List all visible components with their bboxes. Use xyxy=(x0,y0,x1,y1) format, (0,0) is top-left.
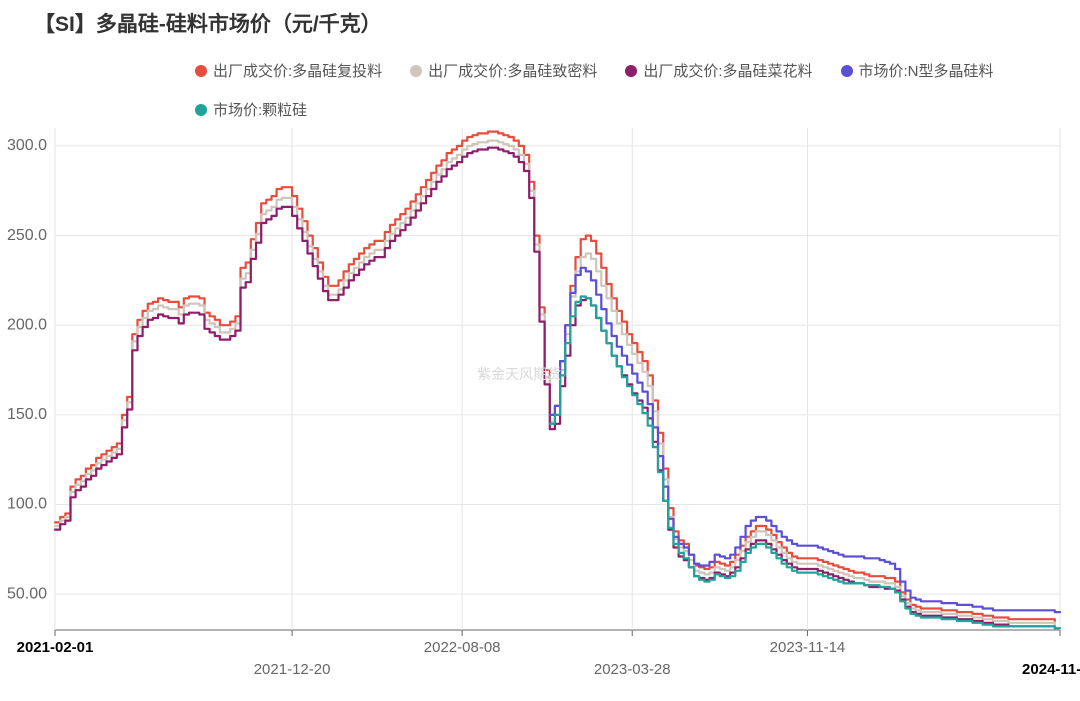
y-tick-label: 300.0 xyxy=(7,137,47,154)
legend-label: 出厂成交价:多晶硅复投料 xyxy=(213,60,382,81)
y-tick-label: 50.00 xyxy=(7,585,47,602)
legend-dot-icon xyxy=(841,65,853,77)
legend-label: 市场价:N型多晶硅料 xyxy=(859,60,994,81)
legend-label: 出厂成交价:多晶硅致密料 xyxy=(428,60,597,81)
legend-item[interactable]: 出厂成交价:多晶硅致密料 xyxy=(410,60,597,81)
series-line xyxy=(55,141,1055,625)
legend-dot-icon xyxy=(410,65,422,77)
legend-dot-icon xyxy=(625,65,637,77)
y-tick-label: 200.0 xyxy=(7,316,47,333)
legend-label: 出厂成交价:多晶硅菜花料 xyxy=(643,60,812,81)
legend-item[interactable]: 出厂成交价:多晶硅菜花料 xyxy=(625,60,812,81)
x-tick-label: 2023-11-14 xyxy=(770,639,846,656)
y-tick-label: 250.0 xyxy=(7,227,47,244)
series-line xyxy=(55,132,1055,621)
legend-dot-icon xyxy=(195,65,207,77)
series-line xyxy=(550,268,1060,612)
x-tick-label: 2021-12-20 xyxy=(254,661,331,678)
x-tick-label: 2022-08-08 xyxy=(424,639,501,656)
series-line xyxy=(550,297,1060,629)
chart-container: 【SI】多晶硅-硅料市场价（元/千克） 出厂成交价:多晶硅复投料出厂成交价:多晶… xyxy=(0,0,1080,701)
legend-label: 市场价:颗粒硅 xyxy=(213,99,307,120)
series-line xyxy=(55,148,1055,629)
x-tick-label: 2023-03-28 xyxy=(594,661,671,678)
legend-item[interactable]: 出厂成交价:多晶硅复投料 xyxy=(195,60,382,81)
x-tick-label: 2021-02-01 xyxy=(17,639,94,656)
legend-item[interactable]: 市场价:N型多晶硅料 xyxy=(841,60,994,81)
legend-item[interactable]: 市场价:颗粒硅 xyxy=(195,99,307,120)
legend-dot-icon xyxy=(195,104,207,116)
x-tick-label: 2024-11-08 xyxy=(1022,661,1080,678)
chart-title: 【SI】多晶硅-硅料市场价（元/千克） xyxy=(34,8,382,38)
y-tick-label: 150.0 xyxy=(7,406,47,423)
legend: 出厂成交价:多晶硅复投料出厂成交价:多晶硅致密料出厂成交价:多晶硅菜花料市场价:… xyxy=(195,60,1050,120)
y-tick-label: 100.0 xyxy=(7,496,47,513)
